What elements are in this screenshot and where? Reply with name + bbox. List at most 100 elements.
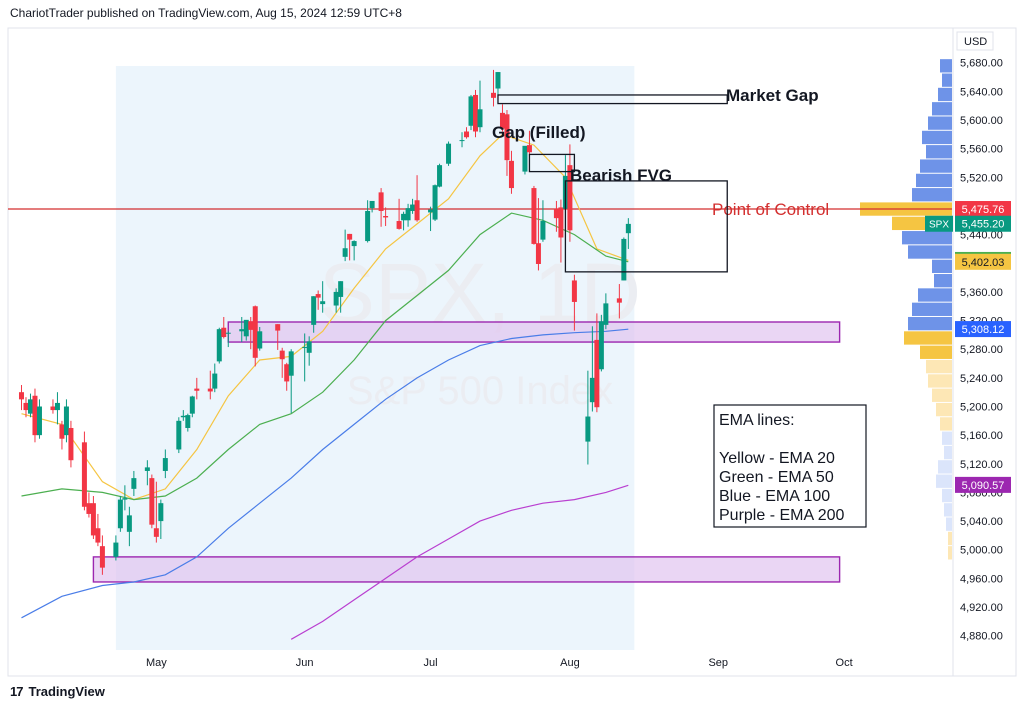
candle-body [490, 92, 496, 98]
candles-layer [18, 69, 631, 575]
candle-body [113, 542, 119, 557]
candle-body [194, 388, 200, 391]
price-tick-label: 5,120.00 [960, 459, 1003, 471]
candle-body [464, 131, 470, 138]
candle-body [207, 388, 213, 392]
volume-profile-bar [938, 87, 952, 102]
price-tick-label: 5,040.00 [960, 516, 1003, 528]
price-tick-label: 5,200.00 [960, 402, 1003, 414]
price-tick-label: 5,160.00 [960, 430, 1003, 442]
candle-body [81, 442, 87, 507]
candle-body [311, 296, 317, 325]
candle-body [378, 192, 384, 211]
candle-body [126, 515, 132, 532]
price-tick-label: 5,680.00 [960, 58, 1003, 70]
candle-body [428, 209, 434, 213]
candle-body [495, 72, 501, 89]
volume-profile-bar [932, 259, 952, 274]
volume-profile-bar [934, 274, 952, 288]
ema-line [21, 328, 629, 619]
volume-profile-bar [932, 388, 952, 402]
candle-body [32, 395, 38, 436]
support-zone [227, 321, 841, 343]
candle-body [117, 499, 123, 529]
candle-body [432, 185, 438, 220]
volume-profile-bar [942, 431, 952, 445]
volume-profile-bar [926, 359, 952, 374]
candle-body [306, 341, 312, 353]
annotation-label: Market Gap [726, 86, 819, 105]
price-badge [955, 215, 1011, 232]
volume-profile-bar [944, 445, 952, 460]
candle-body [59, 424, 65, 439]
time-tick-label: Oct [836, 657, 853, 669]
volume-profile-bar [926, 145, 952, 159]
ema-legend-item: Green - EMA 50 [719, 469, 834, 486]
candle-body [558, 207, 564, 238]
volume-profile-bar [938, 460, 952, 474]
candle-body [446, 143, 452, 164]
volume-profile-bar [928, 374, 952, 388]
candle-body [477, 109, 483, 128]
price-badge-label: 5,475.76 [962, 204, 1005, 216]
candle-body [27, 399, 33, 414]
price-badge-label: 5,090.57 [962, 480, 1005, 492]
candle-body [571, 280, 577, 302]
candle-body [625, 223, 631, 234]
candle-body [68, 427, 74, 461]
price-tick-label: 5,000.00 [960, 545, 1003, 557]
candle-body [499, 112, 505, 129]
candle-body [468, 96, 474, 126]
candle-body [347, 233, 353, 240]
candle-body [279, 350, 285, 360]
volume-profile-bar [920, 345, 952, 359]
candle-body [437, 165, 443, 187]
candle-body [239, 329, 245, 332]
price-badge [955, 321, 1011, 338]
candle-body [320, 301, 326, 305]
candle-body [540, 221, 546, 240]
volume-profile-bar [940, 417, 952, 431]
candle-body [405, 208, 411, 221]
candle-body [589, 377, 595, 403]
candle-body [504, 114, 510, 161]
volume-profile-bar [904, 331, 952, 345]
volume-profile-bar [902, 231, 952, 245]
candle-body [338, 281, 344, 297]
ema-legend-item: Purple - EMA 200 [719, 507, 845, 524]
price-tick-label: 5,520.00 [960, 172, 1003, 184]
volume-profile-bar [916, 173, 952, 188]
candle-body [526, 145, 532, 153]
time-tick-label: Sep [708, 657, 728, 669]
candle-body [131, 478, 137, 489]
support-zone [92, 556, 841, 583]
candle-body [180, 415, 186, 418]
footer-brand[interactable]: 17 TradingView [10, 684, 105, 699]
annotation-box [528, 153, 576, 173]
candle-body [473, 94, 479, 132]
price-axis: USD 5,680.00 5,640.00 5,600.00 5,560.00 5,520… [925, 28, 1011, 676]
candle-body [149, 478, 155, 525]
symbol-tag [925, 215, 953, 232]
candle-body [621, 238, 627, 281]
candle-body [243, 319, 249, 337]
ema-line [290, 484, 629, 640]
price-badge [955, 253, 1011, 270]
candle-body [333, 291, 339, 306]
volume-profile-bar [908, 245, 952, 259]
candle-body [221, 327, 227, 338]
currency-label: USD [964, 36, 987, 48]
candle-body [18, 392, 24, 400]
candle-body [401, 213, 407, 221]
name-watermark: S&P 500 Index [347, 369, 613, 413]
candle-body [189, 396, 195, 414]
volume-profile-bar [922, 130, 952, 145]
volume-profile-bar [940, 59, 952, 73]
candle-body [365, 210, 371, 242]
volume-profile-bar [918, 288, 952, 302]
volume-profile-bar [948, 546, 952, 560]
candle-body [248, 321, 254, 330]
candle-body [257, 331, 263, 349]
candle-body [508, 160, 514, 189]
